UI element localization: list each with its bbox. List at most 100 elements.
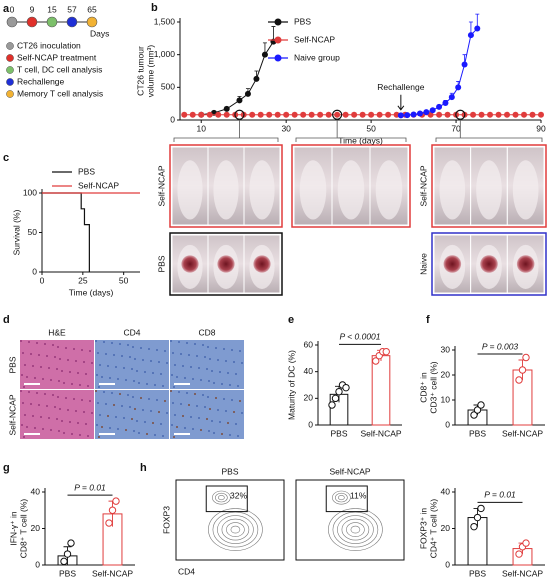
cell [129,406,131,408]
cell [235,373,237,375]
data-point [249,111,256,118]
x-tick-label: Self-NCAP [502,568,543,578]
panel-label: c [3,152,9,164]
legend-label: Naive group [294,52,340,62]
cell [54,406,56,408]
contour [208,508,263,551]
cell [166,412,168,414]
tumour [181,255,199,273]
y-axis-title: volume (mm³) [145,45,155,98]
cell [208,430,210,432]
row-label: Naive [418,253,428,275]
p-value: P < 0.0001 [339,332,380,342]
gate-label: 11% [350,490,367,500]
y-tick-label: 500 [161,82,175,92]
cell [215,347,217,349]
data-point [504,111,511,118]
cell [142,409,144,411]
cell [148,348,150,350]
highlight-circle [455,109,466,120]
histology-image [170,340,244,389]
cell [69,421,71,423]
cell [198,367,200,369]
cell [58,430,60,432]
data-point [455,84,462,91]
cell [97,402,99,404]
tumour [480,255,498,273]
y-axis-title: CD4⁺ T cell (%) [428,499,438,559]
cell [21,374,23,376]
histology-image [170,390,244,439]
series-line [201,41,274,116]
cell [40,366,42,368]
contour [215,492,228,503]
tumour [253,255,271,273]
cell [206,418,208,420]
flow-title: Self-NCAP [329,466,370,476]
cell [180,353,182,355]
data-point [518,366,527,374]
data-point [317,111,324,118]
data-point [436,103,443,110]
cell [73,348,75,350]
cell [156,399,158,401]
cell [57,346,59,348]
cell [176,426,178,428]
cell [24,364,26,366]
cell [138,432,140,434]
legend-dot [6,78,14,86]
data-point [385,111,392,118]
data-point [404,112,411,119]
cell [136,420,138,422]
cell [178,391,180,393]
cell [138,382,140,384]
data-point [351,111,358,118]
cell [101,376,103,378]
cell [38,404,40,406]
cell [98,386,100,388]
data-point [331,394,340,403]
timeline-day: 57 [67,4,77,14]
cell [77,422,79,424]
photo-frame [169,232,283,296]
y-axis-title: IFN-γ⁺ in [8,511,18,546]
cell [30,403,32,405]
cell [164,350,166,352]
cell [85,423,87,425]
data-point [429,107,436,114]
y-tick-label: 20 [304,393,314,403]
cell [190,366,192,368]
cell [20,340,22,342]
cell [48,367,50,369]
cell [89,350,91,352]
cell [202,344,204,346]
row-label: PBS [7,356,17,373]
photo-frame [169,144,283,228]
data-point [215,111,222,118]
cell [154,434,156,436]
cell [109,377,111,379]
row-label: Self-NCAP [418,165,428,206]
data-point [473,513,482,522]
cell [105,353,107,355]
cell [96,374,98,376]
cell [241,412,243,414]
cell [131,418,133,420]
cell [50,379,52,381]
cell [162,385,164,387]
cell [217,409,219,411]
cell [117,378,119,380]
cell [52,344,54,346]
cell [59,408,61,410]
contour [337,515,374,544]
cell [103,341,105,343]
legend-dot [6,42,14,50]
tumour [217,255,235,273]
cell [129,356,131,358]
cell [36,392,38,394]
cell [208,380,210,382]
cell [196,405,198,407]
survival-curve [42,192,90,272]
cell [146,433,148,435]
